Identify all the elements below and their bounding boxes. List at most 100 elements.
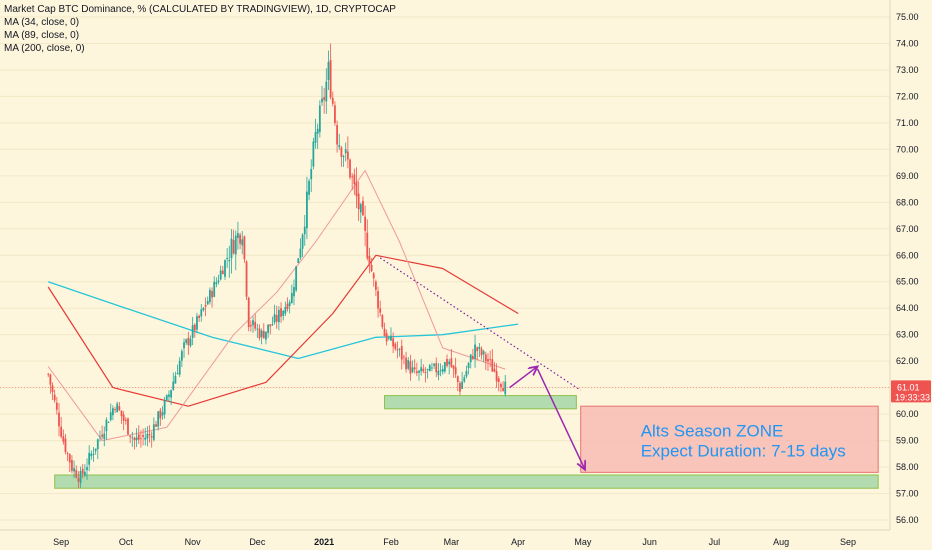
candle-body [484,354,487,362]
candle-body [109,412,112,421]
time-axis-bg [0,530,932,550]
candle-body [359,204,362,213]
candle-body [489,358,492,360]
price-tick-label: 75.00 [896,12,919,22]
candle-body [64,438,67,452]
support-zone-upper[interactable] [384,395,577,410]
candle-body [439,370,442,372]
candle-body [215,282,218,285]
candle-body [183,342,185,349]
candle-body [111,408,114,416]
candle-body [135,437,138,441]
candle-body [314,131,317,143]
drawing-tools[interactable] [0,257,890,470]
price-tick-label: 65.00 [896,277,919,287]
candle-body [232,239,235,254]
candle-body [118,406,121,410]
candle-body [213,281,216,297]
candle-body [441,368,444,372]
legend-ma34[interactable]: MA (34, close, 0) [4,17,80,28]
candle-body [62,436,65,442]
time-tick-label: 2021 [314,537,334,547]
candle-body [120,410,123,417]
candle-body [92,453,95,455]
price-axis[interactable]: 75.00 74.00 73.00 72.00 71.00 70.00 69.00 68.00… [889,0,932,550]
chart-legend: Market Cap BTC Dominance, % (CALCULATED … [4,3,396,55]
candle-body [487,359,489,362]
candle-body [497,378,500,383]
candle-body [396,349,399,351]
time-tick-label: Feb [383,537,399,547]
candle-body [334,105,336,123]
candle-body [368,255,371,266]
resistance-trendline[interactable] [379,257,582,391]
candle-body [176,373,179,375]
alt-season-zone[interactable] [580,405,879,473]
candle-body [219,270,222,280]
candle-body [474,344,476,359]
candle-body [180,351,183,361]
price-candles [47,43,507,489]
time-tick-label: Oct [119,537,134,547]
candle-body [463,377,466,382]
candle-body [254,321,257,329]
candle-body [431,367,433,369]
candle-body [234,235,237,255]
price-tick-label: 58.00 [896,462,919,472]
candle-body [107,422,110,424]
current-price-badge[interactable] [891,380,931,403]
candle-body [249,324,252,327]
price-tick-label: 70.00 [896,144,919,154]
candle-body [187,337,190,345]
candle-body [353,174,356,184]
candle-body [258,328,261,339]
candle-body [351,176,354,178]
candle-body [178,360,181,375]
candle-body [124,419,127,421]
candle-body [55,402,58,410]
candle-body [329,60,332,98]
candle-body [338,145,341,148]
candle-body [198,315,201,318]
candle-body [280,308,282,317]
candle-body [308,180,310,195]
candle-body [142,435,144,437]
candle-body [340,147,343,157]
time-tick-label: Aug [773,537,789,547]
price-tick-label: 56.00 [896,515,919,525]
support-zone-lower[interactable] [54,474,879,489]
time-axis[interactable]: Sep Oct Nov Dec 2021 Feb Mar Apr May Jun Jul Aug Sep [0,529,932,550]
legend-ma200[interactable]: MA (200, close, 0) [4,43,85,54]
candle-body [282,310,285,316]
arrow-down[interactable] [536,368,585,470]
candle-body [88,452,91,465]
candle-body [467,362,470,369]
candle-body [209,289,211,303]
candle-body [217,280,220,283]
candle-body [316,128,319,134]
candle-body [342,156,345,157]
candle-body [377,291,379,309]
candle-body [245,261,248,297]
current-price-text: 61.01 [897,382,920,392]
legend-ma89[interactable]: MA (89, close, 0) [4,30,80,41]
candle-body [163,400,166,415]
zone-subtitle-text: Expect Duration: 7-15 days [641,441,846,460]
candle-body [372,273,375,279]
candle-body [500,383,502,388]
candle-body [424,371,427,373]
candle-body [237,233,239,238]
arrow-up[interactable] [509,366,538,389]
candle-body [73,468,75,472]
candle-body [137,434,140,440]
candle-body [94,448,97,451]
zone-title-text: Alts Season ZONE [641,422,784,441]
candle-body [239,234,241,244]
candle-body [191,325,194,338]
candle-body [299,248,302,258]
candle-body [204,305,207,307]
candle-body [202,307,205,311]
candle-body [312,141,315,167]
candle-body [433,363,435,366]
